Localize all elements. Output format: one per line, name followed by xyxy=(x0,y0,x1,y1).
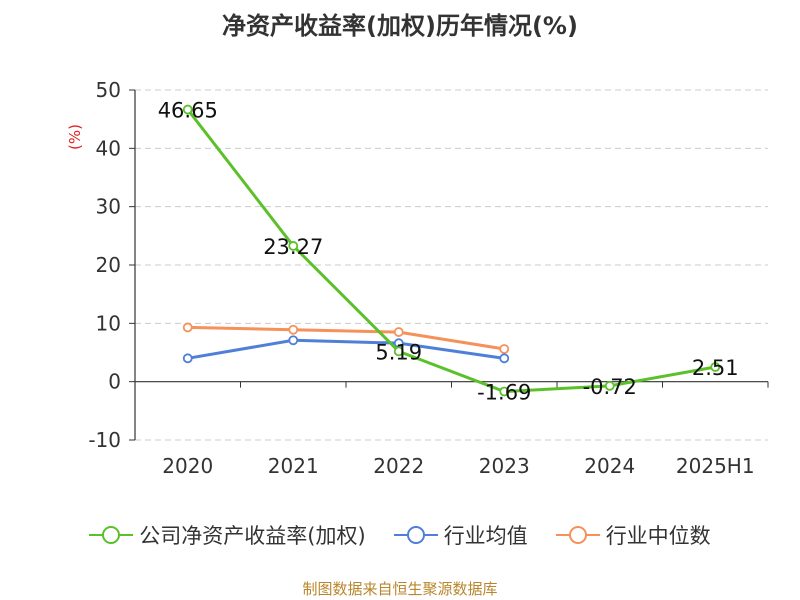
data-point xyxy=(499,386,510,397)
legend-label: 行业均值 xyxy=(443,524,528,548)
legend-marker-icon xyxy=(89,525,134,545)
y-tick-label: 30 xyxy=(96,195,121,219)
x-tick-label: 2024 xyxy=(584,454,635,478)
legend: 公司净资产收益率(加权) 行业均值 行业中位数 xyxy=(0,520,800,550)
series-line xyxy=(187,338,505,360)
data-label: -1.69 xyxy=(477,381,531,405)
data-point xyxy=(499,353,510,364)
data-label: -0.72 xyxy=(583,375,637,399)
series-line xyxy=(186,108,716,394)
data-point xyxy=(182,104,193,115)
data-point xyxy=(288,324,299,335)
y-tick-label: 0 xyxy=(108,370,121,394)
data-point xyxy=(604,380,615,391)
data-source: 制图数据来自恒生聚源数据库 xyxy=(302,580,498,598)
x-tick-label: 2025H1 xyxy=(676,454,755,478)
data-label: 46.65 xyxy=(158,99,218,123)
y-tick-label: 10 xyxy=(96,311,121,335)
x-tick-label: 2021 xyxy=(268,454,319,478)
data-label: 23.27 xyxy=(263,235,323,259)
x-tick-label: 2022 xyxy=(373,454,424,478)
data-point xyxy=(288,335,299,346)
y-tick-label: 50 xyxy=(96,78,121,102)
x-tick-label: 2023 xyxy=(479,454,530,478)
data-point xyxy=(182,322,193,333)
data-point xyxy=(710,362,721,372)
legend-marker-icon xyxy=(393,525,438,545)
chart-title: 净资产收益率(加权)历年情况(%) xyxy=(222,12,578,40)
y-tick-label: -10 xyxy=(88,428,121,452)
legend-item-industry-median[interactable]: 行业中位数 xyxy=(555,520,711,550)
y-tick-label: 40 xyxy=(96,136,121,160)
data-point xyxy=(499,344,510,354)
legend-label: 公司净资产收益率(加权) xyxy=(139,524,366,548)
data-point xyxy=(393,346,404,357)
data-label: 5.19 xyxy=(375,340,422,364)
x-tick-label: 2020 xyxy=(162,454,213,478)
data-point xyxy=(182,353,193,364)
data-point xyxy=(288,241,299,251)
series-line xyxy=(187,325,505,351)
legend-label: 行业中位数 xyxy=(605,524,711,548)
y-tick-label: 20 xyxy=(96,253,121,277)
data-point xyxy=(393,327,404,337)
legend-item-industry-mean[interactable]: 行业均值 xyxy=(393,520,528,550)
data-label: 2.51 xyxy=(692,356,739,380)
legend-item-company[interactable]: 公司净资产收益率(加权) xyxy=(89,520,366,550)
legend-marker-icon xyxy=(555,525,600,545)
